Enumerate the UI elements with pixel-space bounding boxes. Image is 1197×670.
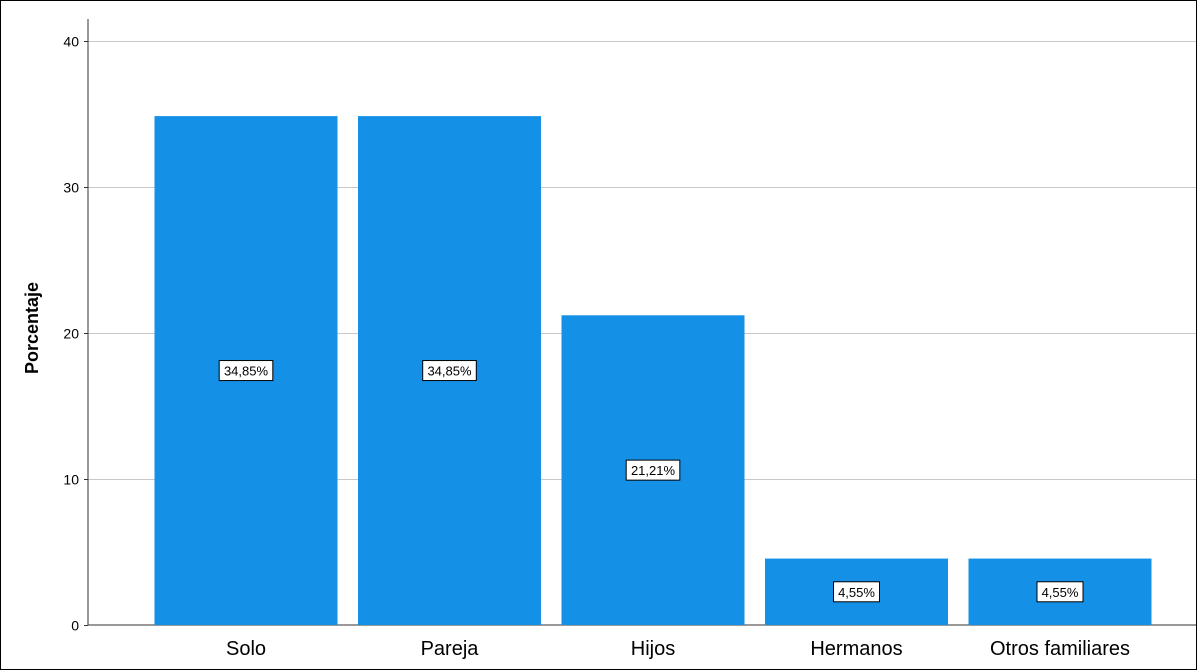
data-label-box	[218, 360, 274, 382]
y-tick-label: 10	[63, 472, 79, 488]
data-label-box	[625, 459, 681, 481]
data-label: 34,85%	[427, 364, 472, 379]
tick-labels: 0 10 20 30 40 Solo Pareja Hijos Hermanos Otros fa…	[63, 34, 1130, 661]
data-label: 34,85%	[224, 364, 269, 379]
x-category-label: Pareja	[421, 638, 480, 660]
x-category-label: Solo	[226, 638, 266, 660]
y-tick-label: 20	[63, 326, 79, 342]
data-label-box	[833, 581, 880, 603]
x-category-label: Otros familiares	[990, 638, 1130, 660]
y-tick-label: 30	[63, 180, 79, 196]
y-tick-label: 0	[71, 618, 79, 634]
data-label: 21,21%	[631, 463, 676, 478]
data-label: 4,55%	[838, 585, 875, 600]
x-category-label: Hijos	[631, 638, 675, 660]
x-category-label: Hermanos	[810, 638, 902, 660]
y-tick-label: 40	[63, 34, 79, 50]
data-label-box	[422, 360, 477, 382]
data-label: 4,55%	[1042, 585, 1079, 600]
data-labels: 34,85% 34,85% 21,21% 4,55% 4,55%	[218, 360, 1084, 603]
bars	[154, 116, 1152, 626]
data-label-box	[1036, 581, 1084, 603]
y-axis-title: Porcentaje	[22, 282, 42, 374]
